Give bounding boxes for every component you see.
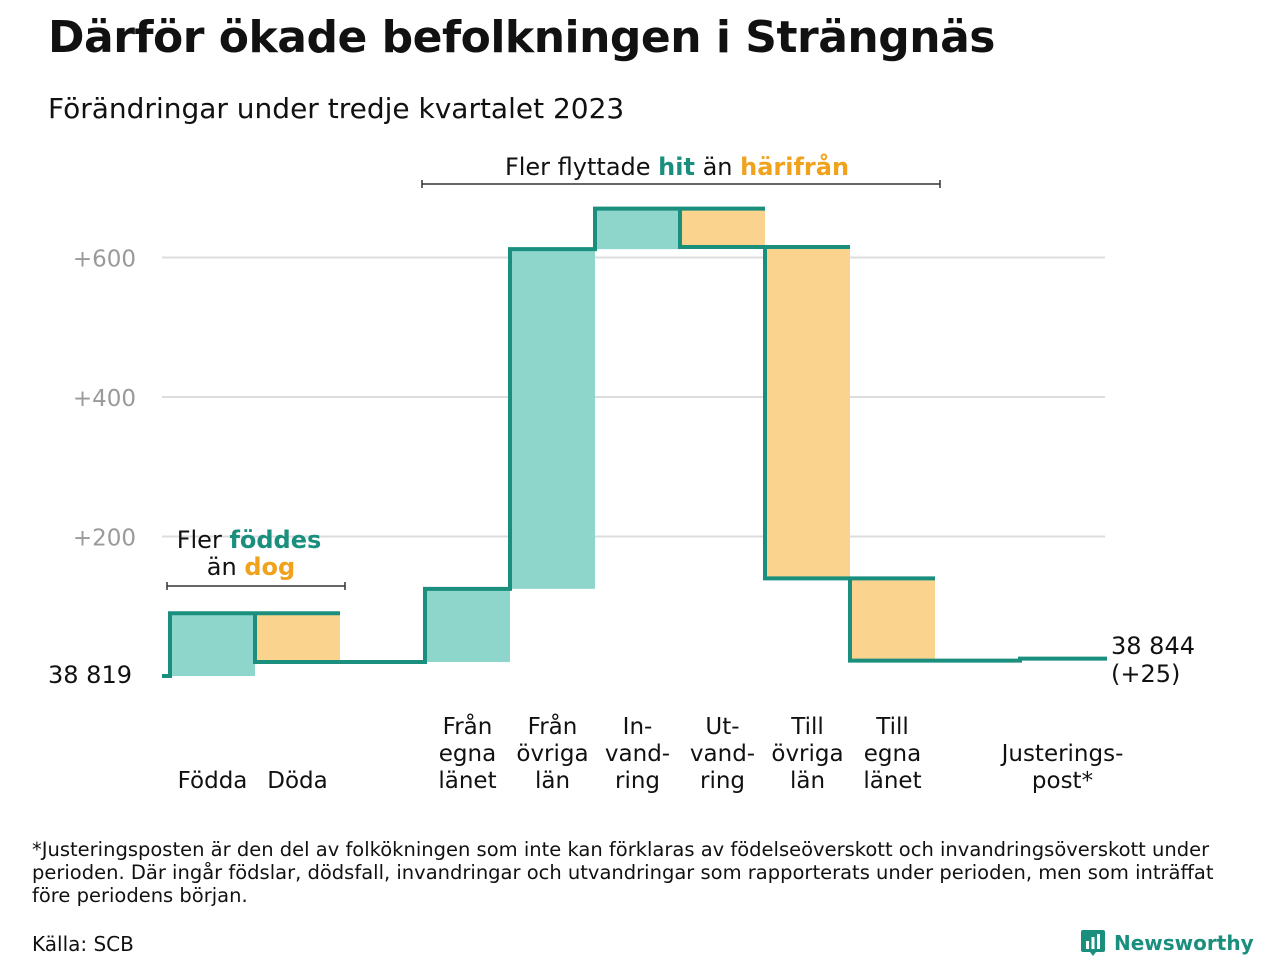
- category-label-line: ring: [615, 768, 660, 794]
- inflow-bar: [170, 613, 255, 676]
- annotation-text: än: [695, 153, 740, 181]
- category-label-line: övriga: [516, 741, 588, 767]
- category-label-line: Döda: [267, 768, 327, 794]
- births-annotation-line2: än dog: [207, 553, 295, 581]
- chart-subtitle: Förändringar under tredje kvartalet 2023: [48, 92, 625, 125]
- category-label-line: länet: [863, 768, 921, 794]
- y-tick-label: +600: [73, 247, 136, 273]
- category-label-line: Justerings-: [1000, 741, 1124, 767]
- annotation-text: Fler: [177, 526, 230, 554]
- annotation-text: än: [207, 553, 245, 581]
- category-label: Födda: [178, 768, 248, 794]
- step-line: [162, 206, 1107, 678]
- migration-bracket: [421, 180, 941, 188]
- chart-title: Därför ökade befolkningen i Strängnäs: [48, 12, 995, 63]
- category-label-line: Till: [790, 714, 824, 740]
- start-value-label: 38 819: [48, 661, 132, 689]
- inflow-bar: [595, 208, 680, 250]
- outflow-bar: [255, 613, 340, 663]
- bar-chart-logo-icon: [1081, 930, 1105, 956]
- y-tick-label: +200: [73, 526, 136, 552]
- annotation-highlight-out: härifrån: [740, 152, 849, 181]
- category-label: Justerings-post*: [1000, 741, 1124, 794]
- footnote: *Justeringsposten är den del av folkökni…: [32, 838, 1214, 907]
- category-label-line: länet: [438, 768, 496, 794]
- category-label: Döda: [267, 768, 327, 794]
- inflow-bar: [510, 249, 595, 589]
- category-label: Till övriga län: [771, 714, 843, 794]
- brand: Newsworthy: [1080, 928, 1254, 958]
- end-value-label: 38 844: [1111, 632, 1195, 660]
- category-label-line: län: [535, 768, 570, 794]
- outflow-bar: [850, 578, 935, 661]
- category-label: In-vand-ring: [605, 714, 670, 794]
- category-label-line: post*: [1032, 768, 1093, 794]
- inflow-bar: [425, 588, 510, 663]
- category-label-line: egna: [439, 741, 496, 767]
- annotation-highlight-in: föddes: [229, 526, 321, 554]
- brand-name: Newsworthy: [1114, 931, 1254, 955]
- end-change-label: (+25): [1111, 660, 1180, 688]
- category-label-line: vand-: [605, 741, 670, 767]
- outflow-bar: [765, 247, 850, 579]
- category-label-line: län: [790, 768, 825, 794]
- category-label-line: In-: [623, 714, 653, 740]
- births-annotation-line1: Fler föddes: [177, 526, 322, 554]
- category-label-line: Till: [875, 714, 909, 740]
- category-label: Till egna länet: [863, 714, 921, 794]
- category-label-line: egna: [864, 741, 921, 767]
- category-label-line: ring: [700, 768, 745, 794]
- step-line-layer: [162, 206, 1107, 678]
- migration-annotation: Fler flyttade hit än härifrån: [505, 152, 849, 181]
- category-label-line: Från: [443, 712, 493, 740]
- outflow-bar: [680, 208, 765, 248]
- annotation-text: Fler flyttade: [505, 153, 658, 181]
- category-label-line: Från: [528, 712, 578, 740]
- annotation-highlight-out: dog: [244, 553, 295, 581]
- category-label-line: vand-: [690, 741, 755, 767]
- source-note: Källa: SCB: [32, 932, 134, 956]
- y-tick-label: +400: [73, 386, 136, 412]
- category-label-line: Ut-: [705, 714, 739, 740]
- births-bracket: [166, 582, 346, 590]
- bars: [170, 208, 935, 676]
- annotation-highlight-in: hit: [658, 153, 695, 181]
- category-label: Från övriga län: [516, 712, 588, 794]
- category-label-line: övriga: [771, 741, 843, 767]
- category-label: Ut-vand-ring: [690, 714, 755, 794]
- gridlines: [162, 256, 1105, 538]
- category-label: Från egna länet: [438, 712, 496, 794]
- category-label-line: Födda: [178, 768, 248, 794]
